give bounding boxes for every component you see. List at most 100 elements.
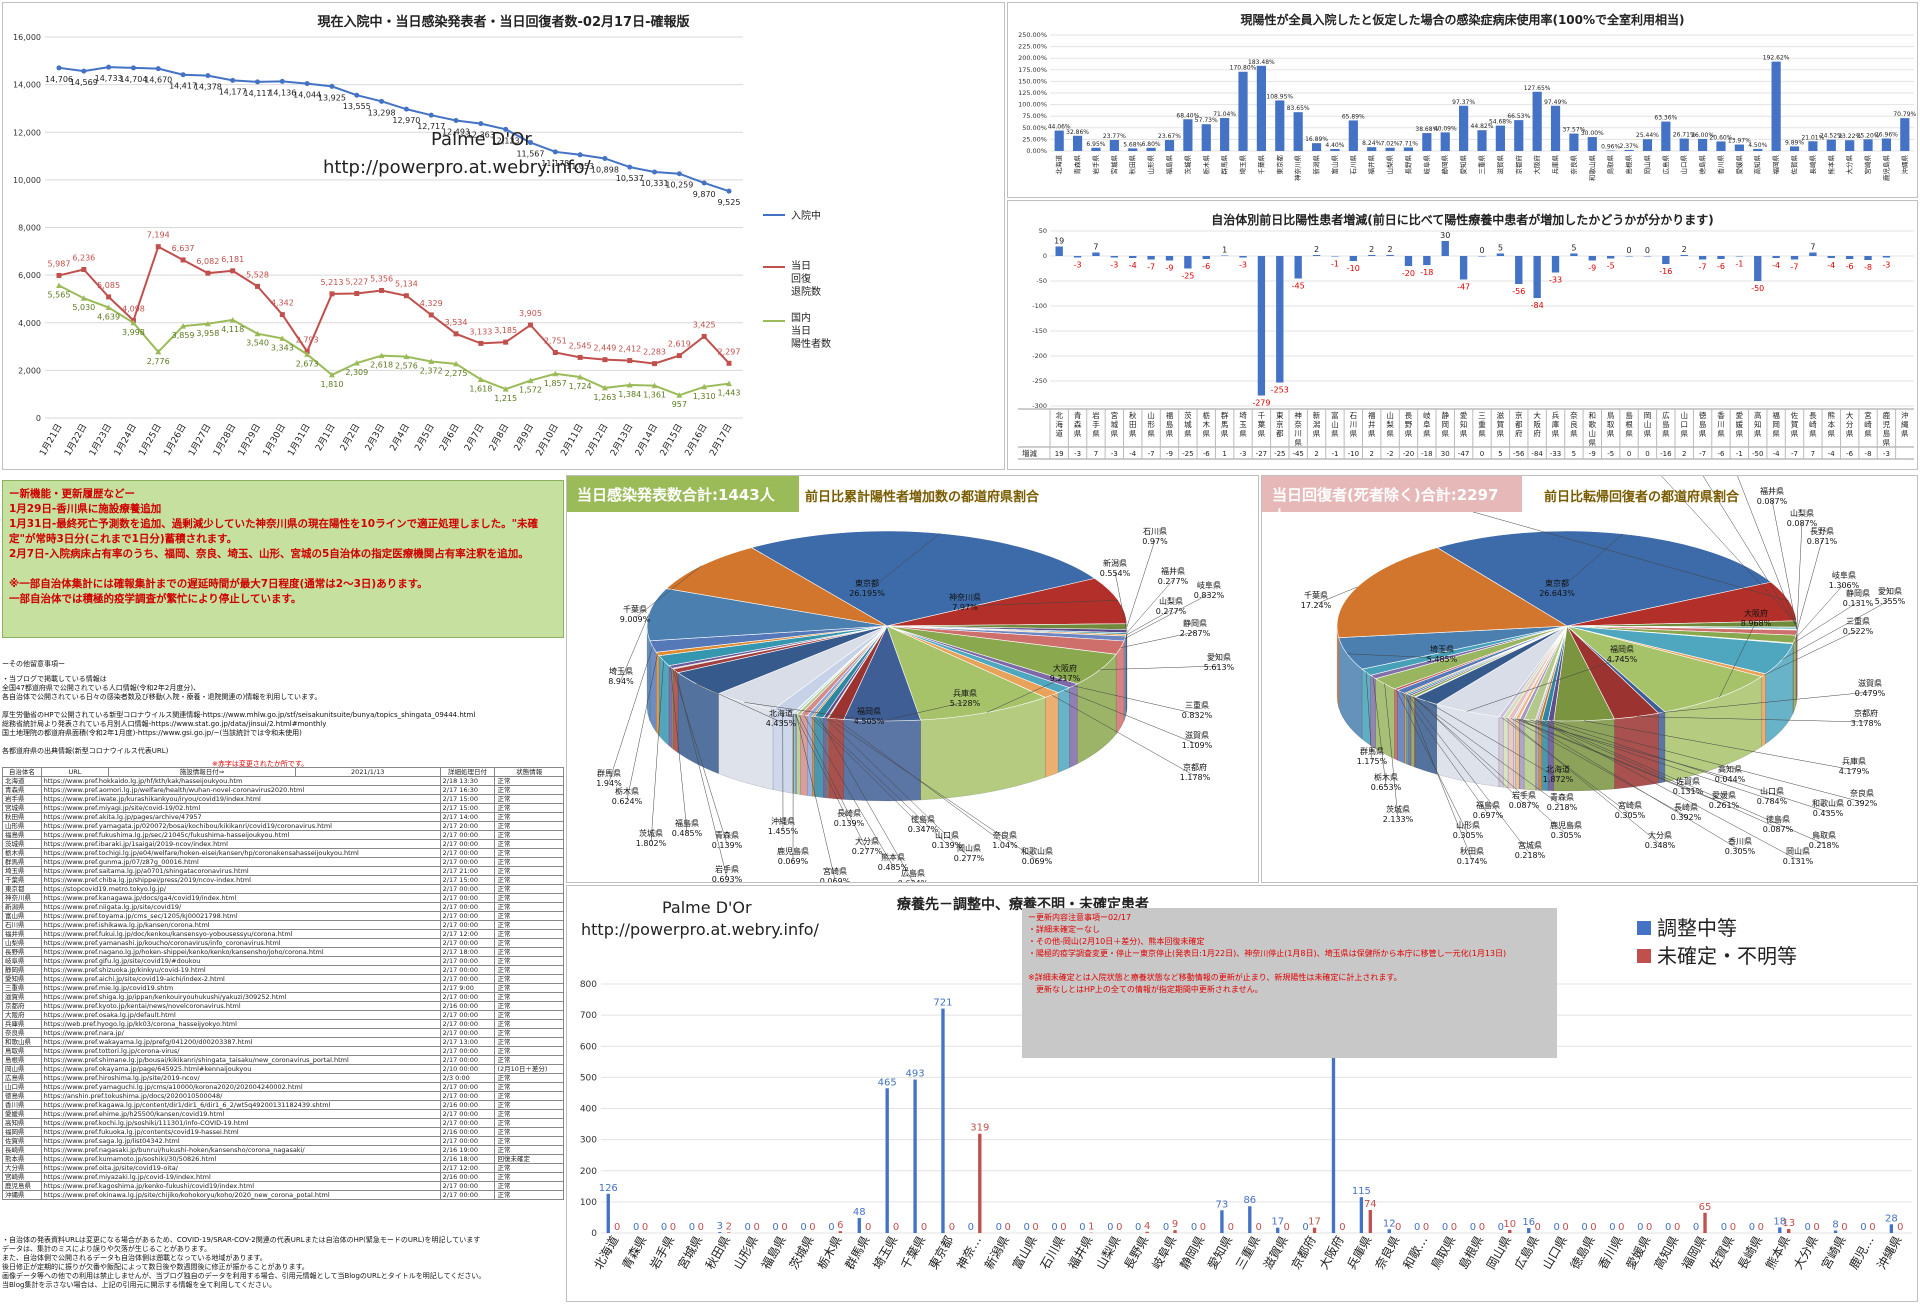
links-url-cell[interactable]: https://www.pref.fukuoka.lg.jp/contents/… <box>40 1127 441 1137</box>
links-url-cell[interactable]: https://www.pref.nara.jp/ <box>40 1028 441 1038</box>
bar-label: 30 <box>1440 231 1450 240</box>
links-url-cell[interactable]: https://www.pref.wakayama.lg.jp/prefg/04… <box>40 1037 441 1047</box>
links-url-cell[interactable]: https://www.pref.iwate.jp/kurashikankyou… <box>40 794 441 804</box>
links-url-cell[interactable]: https://www.pref.saitama.lg.jp/a0701/shi… <box>40 866 441 876</box>
x-tick-label: 良 <box>1570 419 1578 429</box>
links-url-cell[interactable]: https://www.pref.kyoto.jp/kentai/news/no… <box>40 1001 441 1011</box>
links-url-cell[interactable]: https://www.pref.kanagawa.jp/docs/ga4/co… <box>40 893 441 903</box>
links-url-cell[interactable]: https://www.pref.shimane.lg.jp/bousai/ki… <box>40 1055 441 1065</box>
x-tick-label: 沖縄県 <box>1900 155 1909 175</box>
links-url-cell[interactable]: https://www.pref.miyagi.jp/site/covid-19… <box>40 803 441 813</box>
links-url-cell[interactable]: https://www.pref.aichi.jp/site/covid19-a… <box>40 974 441 984</box>
links-url-cell[interactable]: https://www.pref.fukushima.lg.jp/sec/210… <box>40 830 441 840</box>
x-tick-label: 福 <box>1772 411 1780 420</box>
data-point <box>701 383 708 390</box>
bar-label: 0 <box>745 1222 751 1233</box>
links-url-cell[interactable]: https://www.pref.okayama.jp/page/645925.… <box>40 1064 441 1074</box>
bar-label: 0 <box>1032 1222 1038 1233</box>
links-url-cell[interactable]: https://www.pref.yamagata.jp/020072/bosa… <box>40 821 441 831</box>
links-url-cell[interactable]: https://www.pref.gunma.jp/07/z87g_00016.… <box>40 857 441 867</box>
links-url-cell[interactable]: https://www.pref.nagano.lg.jp/hoken-ship… <box>40 947 441 957</box>
links-url-cell[interactable]: https://www.pref.shiga.lg.jp/ippan/kenko… <box>40 992 441 1002</box>
links-url-cell[interactable]: https://www.pref.ishikawa.lg.jp/kansen/c… <box>40 920 441 930</box>
pie-slice-side <box>658 655 670 747</box>
links-url-cell[interactable]: https://www.pref.kumamoto.jp/soshiki/30/… <box>40 1154 441 1164</box>
links-url-cell[interactable]: https://www.pref.chiba.lg.jp/shippei/pre… <box>40 875 441 885</box>
y-tick-label: 14,000 <box>13 81 41 90</box>
bar <box>1900 118 1910 151</box>
bar <box>1532 91 1542 151</box>
links-cell: 富山県 <box>2 911 42 921</box>
links-url-cell[interactable]: https://www.pref.osaka.lg.jp/default.htm… <box>40 1010 441 1020</box>
x-tick-label: 東京都 <box>1275 155 1284 175</box>
data-point <box>676 353 682 359</box>
links-url-cell[interactable]: https://anshin.pref.tokushima.jp/docs/20… <box>40 1091 441 1101</box>
links-url-cell[interactable]: https://www.pref.hiroshima.lg.jp/site/20… <box>40 1073 441 1083</box>
data-point <box>379 98 385 104</box>
links-url-cell[interactable]: https://www.pref.niigata.lg.jp/site/covi… <box>40 902 441 912</box>
bar <box>1348 120 1358 151</box>
links-url-cell[interactable]: https://www.pref.nagasaki.jp/bunrui/huku… <box>40 1145 441 1155</box>
data-label: 2,449 <box>593 344 616 353</box>
x-tick-label: 1月24日 <box>112 422 139 458</box>
bar-label: 0 <box>1627 246 1632 255</box>
x-tick-label: 2月1日 <box>313 422 337 453</box>
bar <box>727 1232 731 1233</box>
links-url-cell[interactable]: https://www.pref.oita.jp/site/covid19-oi… <box>40 1163 441 1173</box>
links-url-cell[interactable]: https://www.pref.gifu.lg.jp/site/covid19… <box>40 956 441 966</box>
links-url-cell[interactable]: https://www.pref.kagawa.lg.jp/content/di… <box>40 1100 441 1110</box>
links-url-cell[interactable]: https://www.pref.hokkaido.lg.jp/hf/kth/k… <box>40 776 441 786</box>
links-url-cell[interactable]: https://www.pref.shizuoka.jp/kinkyu/covi… <box>40 965 441 975</box>
links-url-cell[interactable]: https://www.pref.tochigi.lg.jp/e04/welfa… <box>40 848 441 858</box>
links-url-cell[interactable]: https://web.pref.hyogo.lg.jp/kk03/corona… <box>40 1019 441 1029</box>
pie-leader-line <box>744 702 870 721</box>
pie-label: 山梨県 <box>1159 596 1183 606</box>
bar <box>1643 256 1652 257</box>
bar <box>1072 135 1083 151</box>
links-header-cell: 詳細処理日付 <box>439 767 496 777</box>
links-url-cell[interactable]: https://www.pref.kagoshima.jp/kenko-fuku… <box>40 1181 441 1191</box>
data-label: 12,363 <box>467 131 495 140</box>
watermark-name: Palme D'Or <box>431 129 532 150</box>
bar-label: 30.00% <box>1581 130 1604 137</box>
bar <box>885 1088 889 1233</box>
x-tick-label: 県 <box>1203 429 1211 438</box>
links-url-cell[interactable]: https://www.pref.okinawa.lg.jp/site/chij… <box>40 1190 441 1200</box>
x-tick-label: 石川県 <box>1038 1234 1068 1272</box>
links-cell: 鹿児島県 <box>2 1181 42 1191</box>
links-url-cell[interactable]: https://www.pref.mie.lg.jp/covid19.shtm <box>40 983 441 993</box>
table-value: -84 <box>1531 450 1543 458</box>
links-cell: 正常 <box>494 920 564 930</box>
links-url-cell[interactable]: https://www.pref.aomori.lg.jp/welfare/he… <box>40 785 441 795</box>
links-url-cell[interactable]: https://www.pref.ehime.jp/h25500/kansen/… <box>40 1109 441 1119</box>
table-row: 徳島県 https://anshin.pref.tokushima.jp/docs… <box>2 1091 564 1101</box>
links-url-cell[interactable]: https://www.pref.yamaguchi.lg.jp/cms/a10… <box>40 1082 441 1092</box>
bar-label: 7.71% <box>1399 140 1418 147</box>
x-tick-label: 愛 <box>1460 410 1468 420</box>
links-cell: 鳥取県 <box>2 1046 42 1056</box>
links-url-cell[interactable]: https://www.pref.saga.lg.jp/list04342.ht… <box>40 1136 441 1146</box>
x-tick-label: 県 <box>1368 429 1376 438</box>
x-tick-label: 高 <box>1754 410 1762 420</box>
y-tick-label: 0 <box>36 414 41 423</box>
pie-label: 高知県 <box>1718 764 1742 774</box>
links-url-cell[interactable]: https://www.pref.kochi.lg.jp/soshiki/111… <box>40 1118 441 1128</box>
pie-value: 0.087% <box>1763 825 1794 834</box>
links-url-cell[interactable]: https://www.pref.tottori.lg.jp/corona-vi… <box>40 1046 441 1056</box>
links-url-cell[interactable]: https://www.pref.yamanashi.jp/koucho/cor… <box>40 938 441 948</box>
links-url-cell[interactable]: https://www.pref.fukui.lg.jp/doc/kenkou/… <box>40 929 441 939</box>
links-header-cell: 状態情報 <box>494 767 564 777</box>
x-tick-label: 徳島県 <box>1698 155 1707 175</box>
links-url-cell[interactable]: https://www.pref.miyazaki.lg.jp/covid-19… <box>40 1172 441 1182</box>
data-point <box>353 360 360 366</box>
data-label: 957 <box>672 400 687 409</box>
links-url-cell[interactable]: https://www.pref.ibaraki.jp/1saigai/2019… <box>40 839 441 849</box>
links-url-cell[interactable]: https://www.pref.akita.lg.jp/pages/archi… <box>40 812 441 822</box>
x-tick-label: 1月31日 <box>286 422 313 458</box>
pie-leader-line <box>1505 717 1661 845</box>
pie-label: 群馬県 <box>1360 746 1384 756</box>
data-point <box>205 270 211 276</box>
links-url-cell[interactable]: https://stopcovid19.metro.tokyo.lg.jp/ <box>40 884 441 894</box>
links-url-cell[interactable]: https://www.pref.toyama.jp/cms_sec/1205/… <box>40 911 441 921</box>
pie-leader-line <box>1796 521 1803 630</box>
